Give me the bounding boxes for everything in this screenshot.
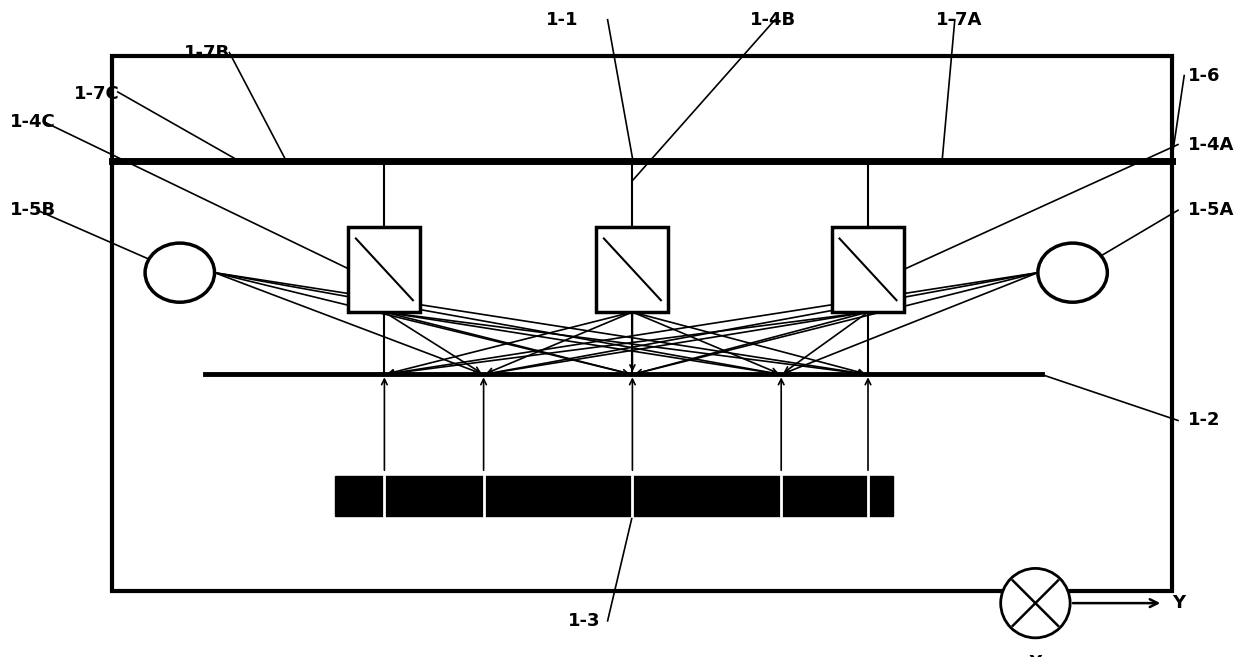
Text: 1-5B: 1-5B: [10, 201, 56, 219]
Text: 1-7A: 1-7A: [936, 11, 982, 29]
Text: 1-2: 1-2: [1188, 411, 1220, 430]
Text: Y: Y: [1172, 594, 1185, 612]
Bar: [335, 476, 893, 516]
Text: 1-6: 1-6: [1188, 66, 1220, 85]
Ellipse shape: [145, 243, 215, 302]
Bar: [832, 227, 904, 312]
Text: 1-5A: 1-5A: [1188, 201, 1234, 219]
Text: 1-3: 1-3: [568, 612, 600, 630]
Text: 1-1: 1-1: [546, 11, 578, 29]
Ellipse shape: [1001, 568, 1070, 638]
Bar: [348, 227, 420, 312]
Text: X: X: [1028, 654, 1043, 657]
Text: 1-4B: 1-4B: [750, 11, 796, 29]
Text: 1-7C: 1-7C: [74, 85, 120, 103]
Text: 1-4C: 1-4C: [10, 112, 56, 131]
Bar: [112, 56, 1172, 591]
Text: 1-7B: 1-7B: [184, 43, 229, 62]
Ellipse shape: [1038, 243, 1107, 302]
Bar: [596, 227, 668, 312]
Text: 1-4A: 1-4A: [1188, 135, 1234, 154]
